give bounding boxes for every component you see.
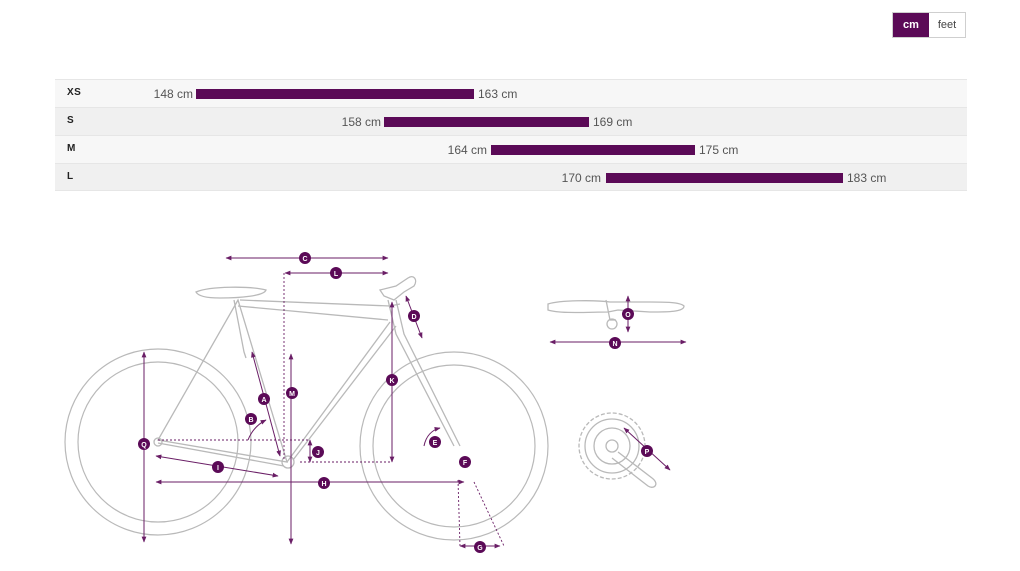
height-max: 169 cm	[593, 115, 633, 129]
marker-i: I	[212, 461, 224, 473]
height-max: 175 cm	[699, 143, 739, 157]
height-min: 158 cm	[341, 115, 381, 129]
bike-frame	[153, 298, 461, 469]
marker-o: O	[622, 308, 634, 320]
svg-text:D: D	[411, 314, 416, 321]
handlebar-detail	[547, 299, 685, 330]
bike-saddle	[195, 286, 267, 299]
svg-text:E: E	[433, 440, 438, 447]
rear-wheel	[64, 348, 252, 536]
svg-text:I: I	[217, 465, 219, 472]
size-row-xs: XS 148 cm 163 cm	[55, 79, 967, 107]
size-label: M	[67, 143, 76, 154]
svg-text:P: P	[645, 449, 650, 456]
size-row-l: L 170 cm 183 cm	[55, 163, 967, 191]
height-min: 148 cm	[153, 87, 193, 101]
marker-f: F	[459, 456, 471, 468]
svg-text:N: N	[612, 341, 617, 348]
height-range-bar	[384, 117, 589, 127]
size-range-table: XS 148 cm 163 cm S 158 cm 169 cm M 164 c…	[55, 79, 967, 191]
size-label: L	[67, 171, 74, 182]
height-range-bar	[196, 89, 474, 99]
unit-cm-button[interactable]: cm	[893, 13, 929, 37]
marker-d: D	[408, 310, 420, 322]
bike-handlebar	[378, 276, 417, 301]
marker-g: G	[474, 541, 486, 553]
height-range-bar	[606, 173, 843, 183]
marker-p: P	[641, 445, 653, 457]
svg-text:F: F	[463, 460, 468, 467]
height-min: 164 cm	[447, 143, 487, 157]
marker-q: Q	[138, 438, 150, 450]
svg-text:J: J	[316, 450, 320, 457]
svg-text:L: L	[334, 271, 339, 278]
unit-feet-button[interactable]: feet	[929, 13, 965, 37]
svg-text:M: M	[289, 391, 295, 398]
svg-text:A: A	[261, 397, 266, 404]
height-range-bar	[491, 145, 695, 155]
marker-e: E	[429, 436, 441, 448]
marker-m: M	[286, 387, 298, 399]
size-row-m: M 164 cm 175 cm	[55, 135, 967, 163]
front-wheel	[359, 351, 549, 541]
svg-text:G: G	[477, 545, 483, 552]
size-row-s: S 158 cm 169 cm	[55, 107, 967, 135]
height-min: 170 cm	[561, 171, 601, 185]
svg-text:K: K	[389, 378, 394, 385]
marker-b: B	[245, 413, 257, 425]
marker-a: A	[258, 393, 270, 405]
marker-k: K	[386, 374, 398, 386]
marker-n: N	[609, 337, 621, 349]
size-label: XS	[67, 87, 82, 98]
height-max: 183 cm	[847, 171, 887, 185]
size-label: S	[67, 115, 75, 126]
marker-l: L	[330, 267, 342, 279]
height-max: 163 cm	[478, 87, 518, 101]
svg-text:O: O	[625, 312, 631, 319]
svg-text:H: H	[321, 481, 326, 488]
marker-c: C	[299, 252, 311, 264]
svg-text:B: B	[248, 417, 253, 424]
marker-h: H	[318, 477, 330, 489]
svg-text:Q: Q	[141, 442, 147, 449]
unit-toggle: cm feet	[892, 12, 966, 38]
svg-text:C: C	[302, 256, 307, 263]
marker-j: J	[312, 446, 324, 458]
